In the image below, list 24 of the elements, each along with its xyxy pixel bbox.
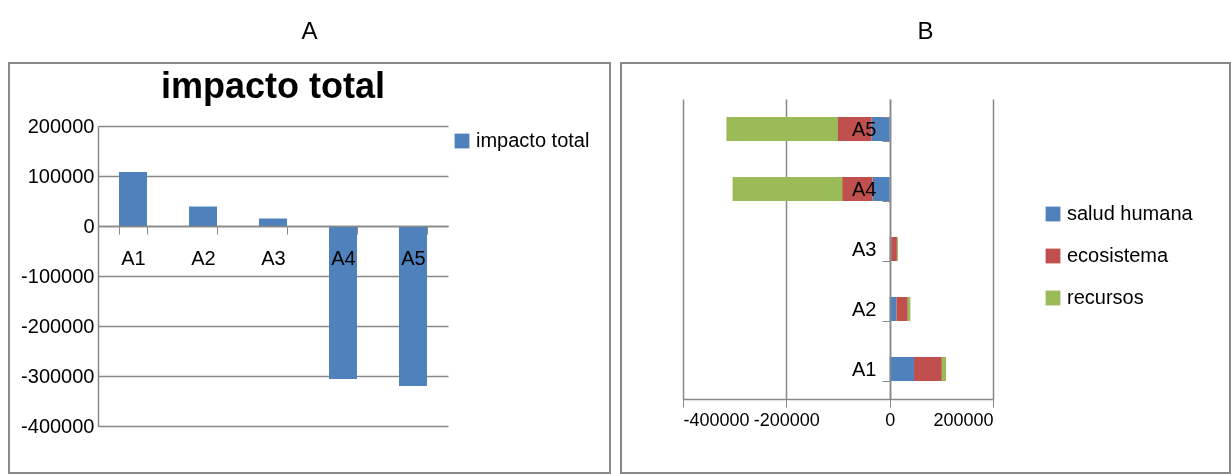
x-tick-label: A2 [191, 246, 216, 269]
x-tick-label: A1 [121, 246, 146, 269]
x-tick-label: 0 [885, 409, 896, 430]
y-tick-label: 0 [83, 214, 95, 237]
text: A [300, 16, 319, 46]
x-tick-label: 200000 [933, 409, 994, 430]
y-tick-label: 100000 [27, 164, 95, 187]
y-tick-label: A2 [852, 297, 877, 320]
y-tick-label: -300000 [21, 364, 95, 387]
y-tick-label: 200000 [27, 114, 95, 137]
x-tick-label: -400000 [683, 409, 750, 430]
x-tick-label: A5 [401, 246, 426, 269]
legend-label: ecosistema [1067, 244, 1170, 266]
legend-label: recursos [1067, 286, 1144, 308]
x-tick-label: -200000 [753, 409, 820, 430]
y-tick-label: A1 [852, 357, 877, 380]
legend-label: salud humana [1067, 202, 1194, 224]
y-tick-label: -100000 [21, 264, 95, 287]
chart-title: impacto total [160, 65, 386, 106]
text: B [916, 16, 935, 46]
legend-label: impacto total [476, 129, 590, 151]
y-tick-label: -200000 [21, 314, 95, 337]
x-tick-label: A4 [331, 246, 356, 269]
x-tick-label: A3 [261, 246, 286, 269]
